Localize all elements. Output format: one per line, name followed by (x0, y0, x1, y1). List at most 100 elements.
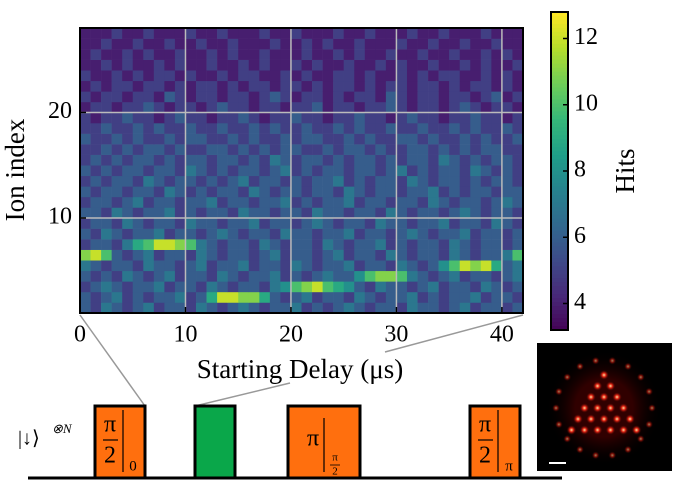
cell (354, 175, 366, 187)
colorbar-band (551, 242, 568, 248)
cell (428, 49, 439, 60)
cell (333, 239, 344, 250)
cell (174, 101, 186, 113)
cell (290, 70, 302, 82)
cell (101, 249, 112, 261)
colorbar-band (551, 163, 568, 168)
cell (438, 218, 450, 229)
colorbar-band (551, 262, 568, 267)
cell (491, 154, 503, 166)
colorbar-band (551, 67, 568, 73)
cell (428, 270, 439, 282)
cell (364, 112, 376, 124)
cell (122, 123, 134, 134)
cell (459, 281, 471, 293)
ion-spot (605, 403, 616, 413)
colorbar-band (551, 326, 568, 331)
cell (375, 91, 387, 103)
cell (164, 28, 176, 39)
cell (185, 59, 197, 71)
ion-spot (645, 387, 654, 396)
cell (301, 80, 313, 92)
cell (174, 165, 186, 177)
cell (459, 270, 471, 282)
cell (164, 80, 176, 92)
cell (238, 101, 250, 113)
cell (406, 302, 418, 314)
cell (132, 101, 144, 113)
cell (385, 101, 397, 113)
cell (164, 49, 176, 60)
cell (312, 228, 323, 240)
cell (501, 49, 513, 60)
cell (491, 239, 503, 250)
cell (280, 302, 292, 314)
cell (290, 59, 302, 71)
cell (217, 101, 228, 113)
ion-spot (624, 362, 632, 371)
cell (185, 112, 197, 124)
cell (269, 28, 281, 39)
cell (322, 28, 334, 39)
cell (122, 28, 134, 39)
ion-spot (605, 425, 616, 435)
cell (280, 175, 292, 187)
cell (153, 260, 165, 272)
colorbar-band (551, 306, 568, 311)
cell (143, 144, 155, 155)
cell (101, 38, 112, 50)
cell (480, 207, 492, 219)
cell (90, 218, 102, 229)
cell (438, 28, 450, 39)
cell (322, 154, 334, 166)
cell (512, 186, 524, 198)
cell (280, 70, 292, 82)
cell (269, 186, 281, 198)
cell (322, 186, 334, 198)
cell (480, 165, 492, 177)
cell (333, 91, 344, 103)
cell (90, 228, 102, 240)
cell (217, 112, 228, 124)
cell (227, 123, 239, 134)
ion-spot (591, 451, 600, 460)
cell (280, 59, 292, 71)
cell (122, 249, 134, 261)
pulse-bottom: 2 (479, 443, 491, 469)
colorbar-band (551, 318, 568, 323)
cell (396, 49, 408, 60)
cell (206, 302, 218, 314)
cell (501, 249, 513, 261)
cell (206, 59, 218, 71)
cell (238, 144, 250, 155)
cell (196, 112, 207, 124)
cell (196, 59, 207, 71)
cell (396, 70, 408, 82)
cell (280, 80, 292, 92)
cell (449, 144, 461, 155)
cell (385, 196, 397, 208)
cell (470, 239, 482, 250)
cell (491, 218, 503, 229)
cell (80, 175, 91, 187)
cell (470, 270, 482, 282)
ion-spot (624, 445, 632, 454)
cell (122, 144, 134, 155)
cell (406, 291, 418, 303)
cell (501, 270, 513, 282)
cell (354, 133, 366, 145)
cell (322, 249, 334, 261)
cell (343, 49, 355, 60)
cell (290, 165, 302, 177)
cell (343, 260, 355, 272)
colorbar-band (551, 147, 568, 152)
cell (111, 291, 123, 303)
cell (90, 101, 102, 113)
cell (101, 302, 112, 314)
cell (206, 218, 218, 229)
cell (90, 80, 102, 92)
cell (174, 144, 186, 155)
cell (153, 144, 165, 155)
cell (185, 249, 197, 261)
cell (238, 249, 250, 261)
